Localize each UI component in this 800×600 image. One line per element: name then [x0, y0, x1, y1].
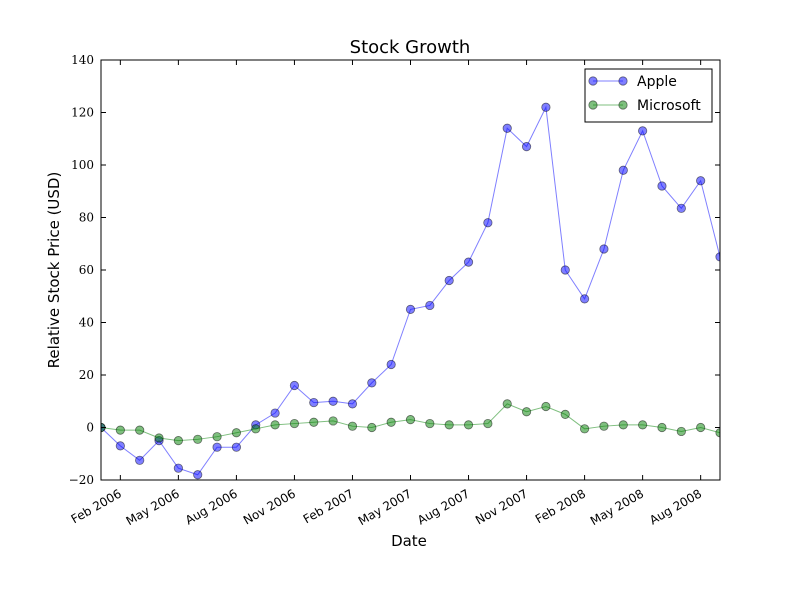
microsoft-point: [425, 418, 435, 429]
apple-point: [502, 123, 512, 133]
microsoft-point: [367, 422, 377, 433]
microsoft-point: [696, 422, 706, 433]
legend-apple-label: Apple: [637, 74, 677, 90]
microsoft-point: [386, 417, 396, 427]
apple-point: [135, 455, 145, 465]
apple-point: [444, 275, 454, 286]
y-tick-label: 120: [71, 106, 94, 120]
microsoft-point: [638, 420, 648, 430]
apple-point: [618, 165, 628, 175]
legend-box: [584, 68, 713, 123]
apple-point: [405, 304, 416, 314]
microsoft-point: [463, 420, 474, 430]
legend-apple-marker: [588, 76, 598, 86]
microsoft-point: [405, 415, 416, 425]
apple-point: [115, 441, 125, 451]
microsoft-point: [328, 416, 338, 426]
chart-title: Stock Growth: [350, 37, 471, 58]
microsoft-point: [270, 420, 280, 430]
apple-point: [483, 218, 493, 228]
legend-microsoft-marker: [618, 100, 628, 110]
apple-point: [425, 300, 435, 311]
microsoft-point: [251, 424, 261, 434]
microsoft-point: [193, 434, 203, 444]
apple-point: [638, 126, 648, 136]
y-tick-label: 40: [79, 316, 94, 330]
microsoft-point: [173, 436, 183, 446]
apple-point: [212, 442, 222, 452]
apple-point: [173, 463, 183, 473]
y-tick-label: 100: [71, 158, 94, 172]
microsoft-point: [444, 420, 454, 430]
microsoft-point: [676, 426, 686, 437]
microsoft-point: [289, 418, 300, 429]
apple-point: [541, 102, 551, 112]
microsoft-point: [599, 421, 609, 431]
apple-point: [560, 265, 570, 275]
y-tick-label: 140: [71, 53, 94, 67]
x-axis-label: Date: [391, 532, 427, 550]
microsoft-point: [502, 399, 512, 409]
apple-point: [270, 408, 280, 418]
apple-point: [599, 244, 609, 254]
y-tick-label: 60: [79, 263, 94, 277]
y-axis-label: Relative Stock Price (USD): [45, 172, 63, 369]
microsoft-point: [618, 420, 628, 430]
microsoft-point: [231, 428, 242, 438]
y-tick-label: 0: [86, 421, 94, 435]
apple-point: [386, 359, 396, 370]
microsoft-point: [309, 417, 319, 427]
apple-point: [463, 257, 474, 267]
apple-point: [193, 470, 203, 480]
series-group: [101, 102, 720, 480]
microsoft-point: [483, 418, 493, 429]
microsoft-point: [657, 422, 667, 433]
y-tick-label: −20: [69, 473, 94, 487]
y-tick-label: 20: [79, 368, 94, 382]
apple-point: [231, 442, 242, 452]
y-tick-label: 80: [79, 211, 94, 225]
microsoft-point: [560, 409, 570, 419]
apple-point: [657, 181, 667, 191]
apple-point: [521, 142, 532, 152]
microsoft-point: [347, 421, 358, 431]
legend-microsoft-marker: [588, 100, 598, 110]
legend-microsoft-label: Microsoft: [637, 98, 701, 114]
apple-point: [289, 380, 300, 391]
apple-point: [367, 378, 377, 388]
microsoft-point: [521, 407, 532, 417]
apple-point: [696, 176, 706, 186]
apple-point: [347, 399, 358, 409]
apple-point: [328, 396, 338, 406]
microsoft-point: [154, 433, 164, 443]
microsoft-point: [212, 432, 222, 442]
apple-point: [676, 203, 686, 213]
microsoft-point: [135, 425, 145, 435]
legend-apple-marker: [618, 76, 628, 86]
microsoft-point: [115, 425, 125, 435]
microsoft-point: [579, 424, 590, 434]
microsoft-point: [541, 401, 551, 412]
apple-point: [579, 294, 590, 304]
apple-point: [309, 397, 319, 408]
